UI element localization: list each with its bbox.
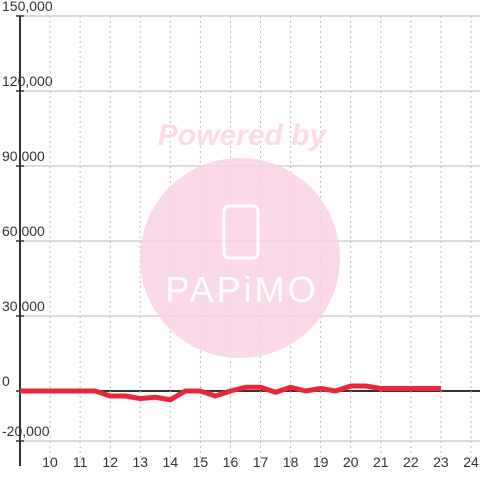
- x-tick-label: 19: [313, 454, 329, 470]
- y-tick-label: 90,000: [2, 148, 45, 164]
- watermark: Powered by PAPiMO: [140, 119, 340, 358]
- y-tick-label: 60,000: [2, 223, 45, 239]
- x-tick-label: 17: [253, 454, 269, 470]
- x-tick-label: 23: [433, 454, 449, 470]
- x-tick-label: 18: [283, 454, 299, 470]
- x-tick-label: 21: [373, 454, 389, 470]
- x-tick-label: 22: [403, 454, 419, 470]
- x-tick-label: 11: [73, 454, 88, 470]
- line: [20, 383, 441, 403]
- x-tick-label: 13: [132, 454, 148, 470]
- y-tick-label: 30,000: [2, 298, 45, 314]
- x-tick-label: 24: [463, 454, 479, 470]
- watermark-title: Powered by: [158, 119, 328, 152]
- watermark-icon: [222, 204, 260, 260]
- y-tick-label: 120,000: [2, 73, 53, 89]
- y-tick-label: 0: [2, 373, 10, 389]
- watermark-brand: PAPiMO: [165, 269, 318, 310]
- x-tick-label: 14: [163, 454, 179, 470]
- x-tick-label: 12: [102, 454, 118, 470]
- x-tick-label: 16: [223, 454, 239, 470]
- y-tick-label: 150,000: [2, 0, 53, 14]
- x-tick-label: 10: [42, 454, 58, 470]
- y-tick-label: -20,000: [2, 423, 50, 439]
- x-tick-label: 15: [193, 454, 209, 470]
- x-tick-label: 20: [343, 454, 359, 470]
